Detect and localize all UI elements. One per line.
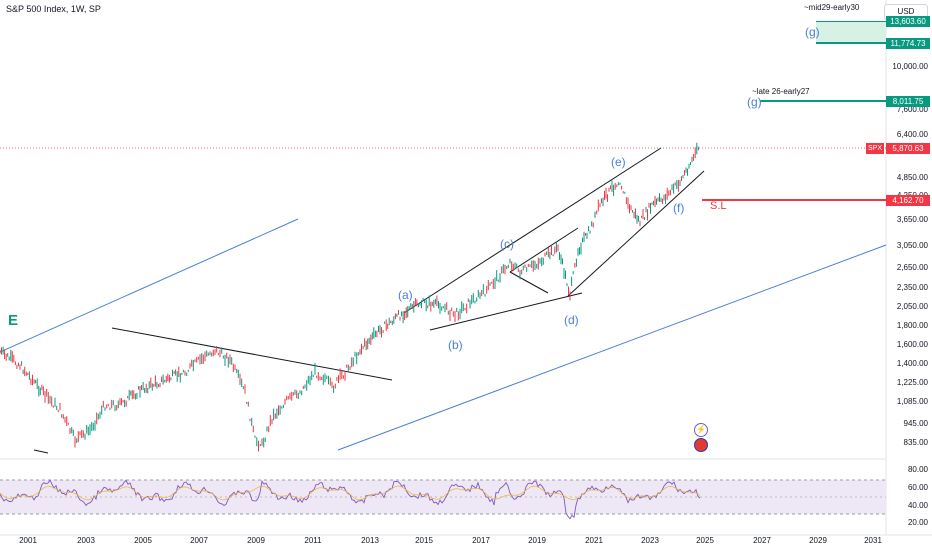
price-tick: 6,400.00 bbox=[896, 130, 928, 139]
wave-d: (d) bbox=[564, 313, 579, 327]
wedge-lower-line bbox=[429, 292, 583, 331]
wave-f: (f) bbox=[673, 201, 685, 215]
price-tick: 7,600.00 bbox=[896, 105, 928, 114]
note-mid: ~mid29-early30 bbox=[804, 3, 860, 12]
wave-g-top: (g) bbox=[805, 25, 820, 39]
price-tick: 1,225.00 bbox=[896, 378, 928, 387]
wave-b: (b) bbox=[448, 338, 463, 352]
wave-a: (a) bbox=[398, 288, 413, 302]
time-tick: 2005 bbox=[134, 536, 152, 545]
target-price-tag-top: 13,603.60 bbox=[886, 16, 930, 27]
rsi-tick: 80.00 bbox=[907, 465, 928, 474]
time-tick: 2011 bbox=[304, 536, 322, 545]
price-tick: 3,650.00 bbox=[896, 215, 928, 224]
target-zone bbox=[816, 22, 886, 43]
time-tick: 2021 bbox=[585, 536, 603, 545]
channel-support-line bbox=[567, 170, 705, 297]
channel-upper-line bbox=[0, 218, 299, 353]
symbol-tag: SPX bbox=[866, 143, 884, 154]
time-tick: 2003 bbox=[77, 536, 95, 545]
triangle-line-a bbox=[509, 271, 549, 294]
price-candles bbox=[0, 142, 699, 452]
rsi-ma-line bbox=[0, 485, 701, 501]
channel-lower-line bbox=[337, 244, 887, 451]
chart-title: S&P 500 Index, 1W, SP bbox=[6, 4, 101, 14]
wave-g-mid: (g) bbox=[747, 95, 762, 109]
note-late: ~late 26-early27 bbox=[752, 87, 810, 96]
time-tick: 2023 bbox=[641, 536, 659, 545]
time-tick: 2029 bbox=[809, 536, 827, 545]
flag-icon[interactable] bbox=[694, 438, 708, 452]
wave-e: (e) bbox=[611, 155, 626, 169]
price-tick: 2,350.00 bbox=[896, 283, 928, 292]
price-tick: 10,000.00 bbox=[892, 62, 928, 71]
wave-e-big: E bbox=[8, 312, 19, 329]
time-tick: 2013 bbox=[361, 536, 379, 545]
rsi-tick: 60.00 bbox=[907, 483, 928, 492]
wedge-upper-line bbox=[403, 147, 662, 314]
time-tick: 2027 bbox=[753, 536, 771, 545]
price-tick: 3,050.00 bbox=[896, 241, 928, 250]
lightning-icon[interactable]: ⚡ bbox=[694, 423, 708, 437]
time-tick: 2009 bbox=[247, 536, 265, 545]
price-tick: 1,085.00 bbox=[896, 397, 928, 406]
rsi-tick: 20.00 bbox=[907, 518, 928, 527]
price-tick: 4,850.00 bbox=[896, 173, 928, 182]
time-tick: 2017 bbox=[472, 536, 490, 545]
price-tick: 1,400.00 bbox=[896, 359, 928, 368]
time-tick: 2015 bbox=[415, 536, 433, 545]
time-tick: 2007 bbox=[190, 536, 208, 545]
price-tick: 2,050.00 bbox=[896, 302, 928, 311]
stop-loss-tag: 4,162.70 bbox=[886, 195, 930, 206]
time-tick: 2025 bbox=[696, 536, 714, 545]
current-price-tag: 5,870.63 bbox=[886, 143, 930, 154]
price-tick: 1,600.00 bbox=[896, 340, 928, 349]
support-stub bbox=[33, 449, 49, 454]
wave-c: (c) bbox=[500, 237, 514, 251]
target-price-tag-bottom: 11,774.73 bbox=[886, 38, 930, 49]
rsi-tick: 40.00 bbox=[907, 501, 928, 510]
price-tick: 835.00 bbox=[903, 438, 928, 447]
target-price-tag-mid: 8,011.75 bbox=[886, 96, 930, 107]
price-tick: 2,650.00 bbox=[896, 263, 928, 272]
time-tick: 2031 bbox=[864, 536, 882, 545]
price-tick: 1,800.00 bbox=[896, 321, 928, 330]
stop-loss-label: S.L bbox=[710, 200, 727, 212]
triangle-line-b bbox=[509, 227, 579, 273]
resistance-line bbox=[111, 327, 393, 381]
time-tick: 2001 bbox=[19, 536, 37, 545]
price-tick: 945.00 bbox=[903, 419, 928, 428]
time-tick: 2019 bbox=[528, 536, 546, 545]
